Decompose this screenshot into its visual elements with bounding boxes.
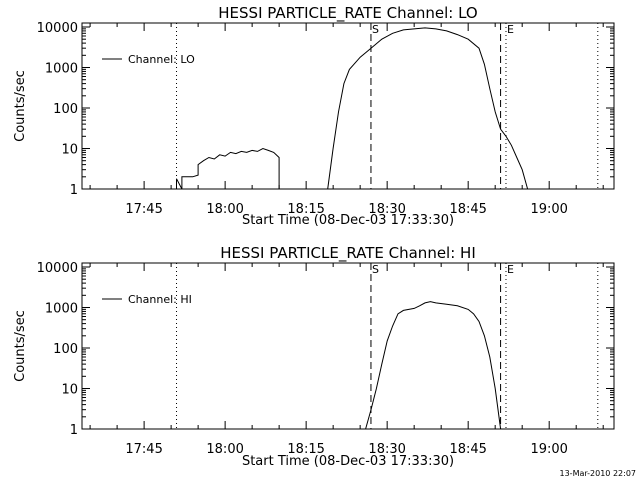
y-tick-label-0: 1000: [45, 62, 78, 77]
series-line-0-0-1: [327, 27, 529, 190]
y-axis-label-0: Counts/sec: [13, 70, 28, 142]
plot-frame-1: [81, 262, 615, 430]
legend-label-0: Channel: LO: [128, 53, 195, 66]
x-tick-label-1: 18:45: [449, 442, 486, 457]
chart-title-0: HESSI PARTICLE_RATE Channel: LO: [218, 4, 477, 23]
y-tick-label-1: 1000: [45, 302, 78, 317]
time-marker-label-1-1: S: [372, 263, 379, 276]
y-tick-label-0: 100: [53, 102, 78, 117]
x-tick-label-1: 18:30: [368, 442, 405, 457]
y-tick-label-1: 1: [70, 423, 78, 438]
y-tick-label-0: 1: [70, 183, 78, 198]
x-tick-label-0: 18:30: [368, 202, 405, 217]
y-tick-label-1: 10000: [37, 261, 78, 276]
y-tick-label-0: 10: [61, 143, 78, 158]
chart-title-1: HESSI PARTICLE_RATE Channel: HI: [220, 244, 476, 263]
x-axis-label-1: Start Time (08-Dec-03 17:33:30): [242, 454, 454, 469]
plot-frame-0: [81, 22, 615, 190]
legend-label-1: Channel: HI: [128, 293, 192, 306]
x-tick-label-1: 18:15: [287, 442, 324, 457]
time-marker-label-0-3: E: [507, 23, 514, 36]
x-tick-label-0: 17:45: [125, 202, 162, 217]
series-line-0-0-0: [176, 147, 280, 190]
x-tick-label-0: 18:15: [287, 202, 324, 217]
series-line-1-0-0: [365, 301, 502, 430]
x-tick-label-0: 18:45: [449, 202, 486, 217]
y-axis-label-1: Counts/sec: [13, 310, 28, 382]
time-marker-label-1-3: E: [507, 263, 514, 276]
footer-timestamp: 13-Mar-2010 22:07: [560, 469, 637, 478]
y-tick-label-1: 10: [61, 383, 78, 398]
x-tick-label-1: 18:00: [206, 442, 243, 457]
x-axis-label-0: Start Time (08-Dec-03 17:33:30): [242, 213, 454, 228]
y-tick-label-0: 10000: [37, 21, 78, 36]
x-tick-label-1: 19:00: [530, 442, 567, 457]
x-tick-label-0: 18:00: [206, 202, 243, 217]
y-tick-label-1: 100: [53, 342, 78, 357]
time-marker-label-0-1: S: [372, 23, 379, 36]
x-tick-label-1: 17:45: [125, 442, 162, 457]
x-tick-label-0: 19:00: [530, 202, 567, 217]
